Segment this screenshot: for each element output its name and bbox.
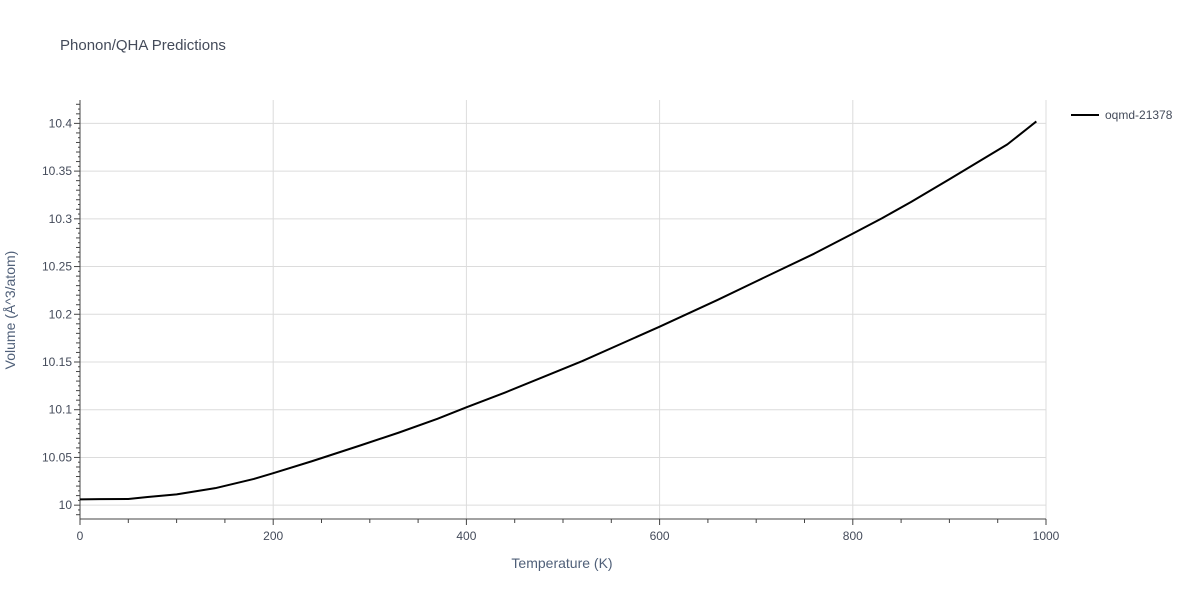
- y-tick-label: 10.05: [42, 450, 72, 464]
- x-tick-label: 1000: [1033, 529, 1060, 543]
- y-tick-label: 10.35: [42, 164, 72, 178]
- tick-labels: 0 200 400 600 800 1000 10 10.05 10.1 10.15 10.2 10.…: [42, 116, 1060, 543]
- x-tick-label: 400: [456, 529, 476, 543]
- y-tick-label: 10.15: [42, 355, 72, 369]
- grid-lines: [80, 100, 1047, 519]
- y-axis-title: Volume (Å^3/atom): [2, 251, 18, 370]
- x-tick-label: 600: [650, 529, 670, 543]
- y-tick-label: 10.3: [49, 212, 73, 226]
- legend[interactable]: oqmd-21378: [1071, 108, 1173, 122]
- x-tick-label: 800: [843, 529, 863, 543]
- chart-title: Phonon/QHA Predictions: [60, 37, 226, 54]
- y-tick-label: 10: [59, 498, 73, 512]
- series-layer: [79, 120, 1037, 501]
- y-tick-label: 10.2: [49, 307, 73, 321]
- y-tick-label: 10.1: [49, 403, 73, 417]
- x-tick-label: 0: [77, 529, 84, 543]
- y-tick-label: 10.4: [49, 116, 73, 130]
- series-line-oqmd-21378: [79, 120, 1037, 501]
- y-tick-label: 10.25: [42, 260, 72, 274]
- axes: [74, 100, 1047, 525]
- x-tick-label: 200: [263, 529, 283, 543]
- legend-entry-label[interactable]: oqmd-21378: [1105, 108, 1173, 122]
- x-axis-title: Temperature (K): [511, 555, 612, 571]
